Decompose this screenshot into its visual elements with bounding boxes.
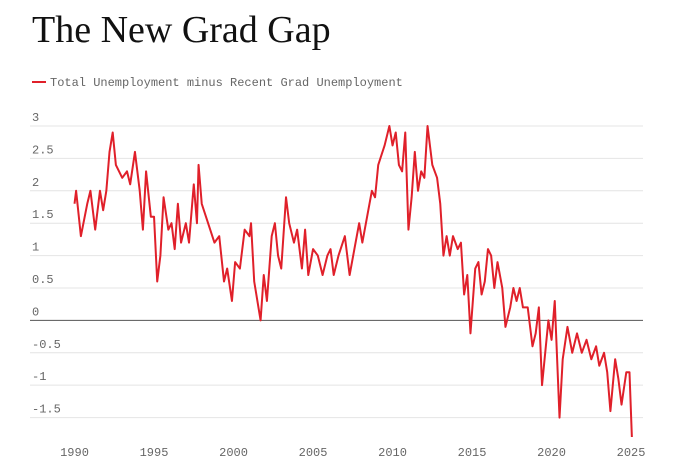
data-line — [73, 125, 633, 438]
y-tick-label: -1.5 — [32, 403, 61, 417]
y-tick-label: 2 — [32, 176, 39, 190]
y-tick-label: -0.5 — [32, 338, 61, 352]
x-tick-label: 2025 — [617, 446, 646, 460]
chart-title: The New Grad Gap — [32, 9, 331, 51]
x-tick-label: 2005 — [299, 446, 328, 460]
x-tick-label: 2015 — [458, 446, 487, 460]
y-tick-label: 1.5 — [32, 208, 54, 222]
x-tick-label: 1990 — [60, 446, 89, 460]
y-tick-label: 2.5 — [32, 143, 54, 157]
x-tick-label: 2010 — [378, 446, 407, 460]
y-tick-label: 3 — [32, 111, 39, 125]
y-tick-label: 1 — [32, 241, 39, 255]
y-tick-label: 0.5 — [32, 273, 54, 287]
x-tick-label: 2020 — [537, 446, 566, 460]
y-tick-label: 0 — [32, 305, 39, 319]
x-tick-label: 1995 — [140, 446, 169, 460]
x-tick-label: 2000 — [219, 446, 248, 460]
legend-label: Total Unemployment minus Recent Grad Une… — [50, 76, 403, 90]
y-tick-label: -1 — [32, 370, 46, 384]
